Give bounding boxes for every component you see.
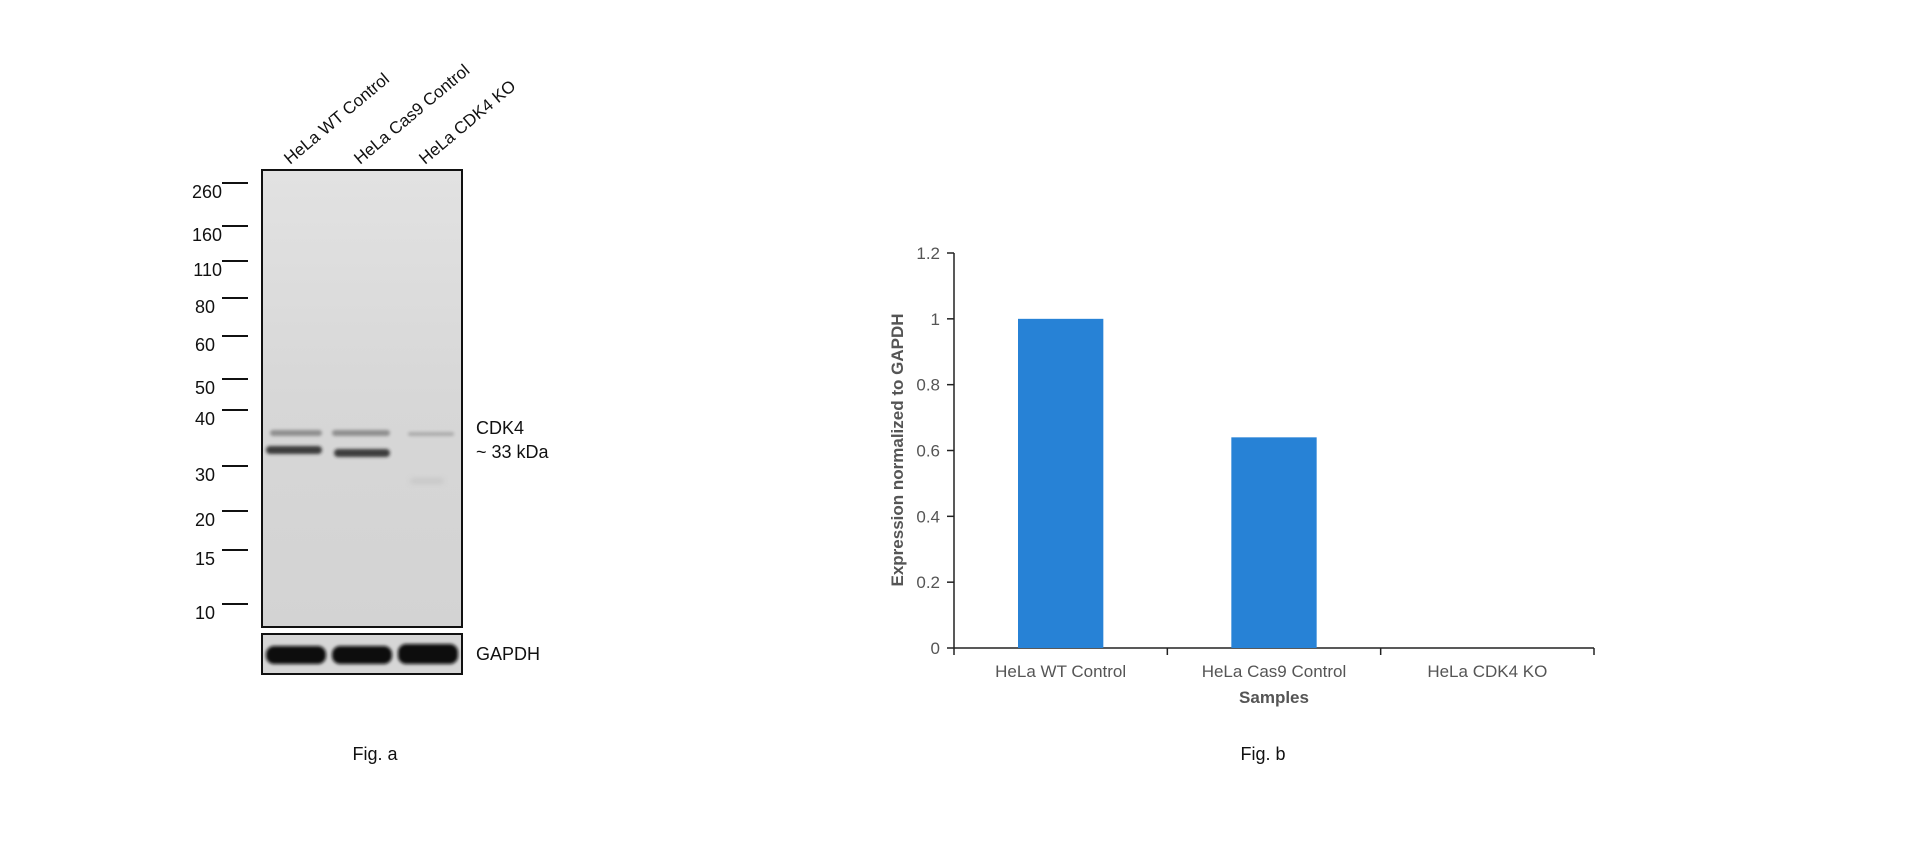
gapdh-band-lane-2 (332, 646, 392, 664)
marker-60: 60 (195, 335, 215, 355)
marker-20: 20 (195, 510, 215, 530)
marker-15: 15 (195, 549, 215, 569)
marker-10: 10 (195, 603, 215, 623)
cdk4-label: CDK4 (476, 418, 524, 438)
x-tick-label: HeLa Cas9 Control (1202, 662, 1347, 681)
figure-a-caption: Fig. a (352, 744, 398, 764)
y-tick-label: 0.6 (916, 442, 940, 461)
y-tick-label: 0 (931, 639, 940, 658)
cdk4-size-label: ~ 33 kDa (476, 442, 550, 462)
band-upper-lane-3 (408, 432, 454, 436)
marker-110: 110 (193, 260, 222, 280)
mw-markers: 260 160 110 80 60 50 40 30 20 15 10 (192, 182, 248, 623)
x-tick-label: HeLa CDK4 KO (1427, 662, 1547, 681)
x-ticks (953, 648, 1595, 655)
marker-30: 30 (195, 465, 215, 485)
gapdh-band-lane-1 (266, 646, 326, 664)
marker-260: 260 (192, 182, 222, 202)
marker-40: 40 (195, 409, 215, 429)
y-tick-label: 0.8 (916, 376, 940, 395)
y-axis-title: Expression normalized to GAPDH (888, 314, 907, 587)
marker-160: 160 (192, 225, 222, 245)
figure-b-caption: Fig. b (1240, 744, 1285, 764)
x-tick-labels: HeLa WT Control HeLa Cas9 Control HeLa CDK… (995, 662, 1547, 681)
marker-80: 80 (195, 297, 215, 317)
blot-gapdh-panel (261, 633, 463, 675)
gapdh-label: GAPDH (476, 644, 540, 664)
bars (1018, 318, 1317, 648)
x-axis-title: Samples (1239, 688, 1309, 707)
y-tick-label: 0.4 (916, 507, 940, 526)
marker-50: 50 (195, 378, 215, 398)
x-tick-label: HeLa WT Control (995, 662, 1126, 681)
bar-2 (1231, 437, 1317, 648)
bar-1 (1018, 318, 1104, 648)
band-upper-lane-1 (270, 430, 322, 436)
y-tick-label: 1.2 (916, 244, 940, 263)
y-tick-label: 1 (931, 310, 940, 329)
band-cdk4-lane-2 (334, 449, 390, 457)
gapdh-band-lane-3 (398, 644, 458, 664)
y-tick-label: 0.2 (916, 573, 940, 592)
y-ticks: 0 0.2 0.4 0.6 0.8 1 1.2 (916, 244, 954, 658)
blot-main-panel (261, 169, 463, 628)
band-cdk4-lane-1 (266, 446, 322, 454)
band-upper-lane-2 (332, 430, 390, 436)
